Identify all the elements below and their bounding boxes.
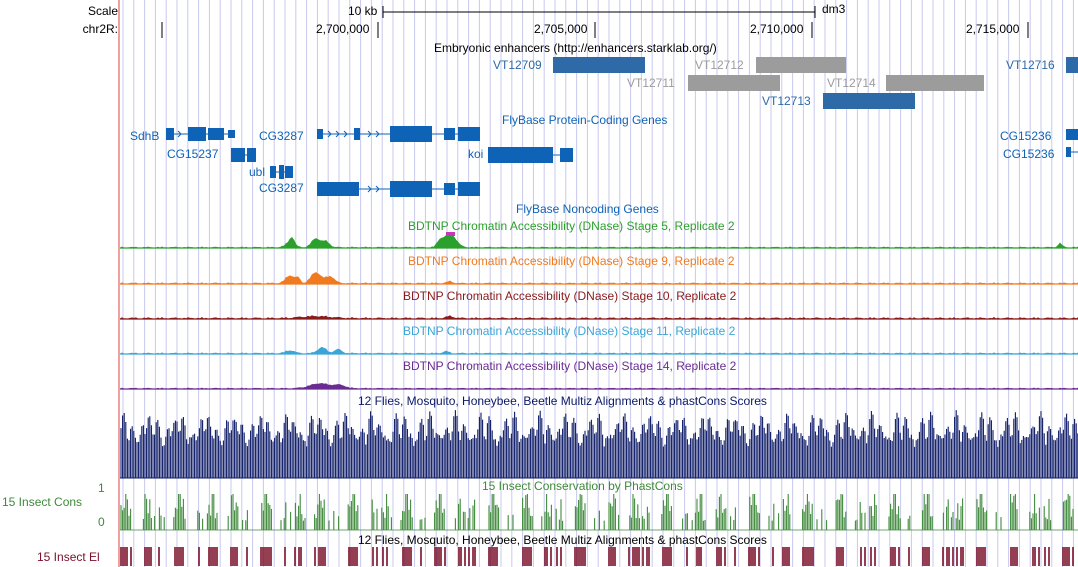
gene-exon bbox=[1066, 129, 1078, 140]
enhancer-feature bbox=[1066, 57, 1078, 73]
assembly-label: dm3 bbox=[822, 2, 846, 16]
dnase-track-title[interactable]: BDTNP Chromatin Accessibility (DNase) St… bbox=[403, 324, 736, 338]
gene-exon bbox=[488, 147, 553, 163]
multiz-track-title[interactable]: 12 Flies, Mosquito, Honeybee, Beetle Mul… bbox=[358, 394, 767, 408]
gene-exon bbox=[166, 128, 174, 140]
gene-exon bbox=[279, 165, 284, 179]
track-area[interactable]: 10 kb dm3 2,700,000 2,705,000 2,710,000 … bbox=[120, 0, 1078, 567]
track-graphics bbox=[120, 6, 1078, 566]
gene-exon bbox=[317, 182, 359, 196]
strand-arrow bbox=[375, 185, 380, 193]
enhancer-feature bbox=[756, 57, 846, 73]
gene-label[interactable]: koi bbox=[468, 147, 484, 161]
dnase-signal bbox=[120, 346, 1078, 355]
scale-label: Scale bbox=[87, 4, 118, 18]
enhancer-feature bbox=[886, 75, 984, 91]
enhancer-label[interactable]: VT12712 bbox=[695, 58, 744, 72]
dnase-track-title[interactable]: BDTNP Chromatin Accessibility (DNase) St… bbox=[408, 219, 735, 233]
gene-label[interactable]: CG3287 bbox=[259, 181, 304, 195]
strand-arrow bbox=[367, 185, 372, 193]
position-tick-4: 2,715,000 bbox=[966, 22, 1020, 36]
gene-exon bbox=[354, 128, 360, 140]
strand-arrow bbox=[343, 130, 348, 138]
noncoding-track-title[interactable]: FlyBase Noncoding Genes bbox=[516, 202, 659, 216]
dnase-signal bbox=[120, 383, 1078, 390]
enhancer-label[interactable]: VT12713 bbox=[762, 94, 811, 108]
gene-exon bbox=[270, 166, 276, 178]
strand-arrow bbox=[335, 130, 340, 138]
chrom-label: chr2R: bbox=[82, 22, 118, 36]
enhancer-feature bbox=[823, 93, 915, 109]
gene-exon bbox=[1066, 147, 1071, 157]
phastcons-track-title[interactable]: 15 Insect Conservation by PhastCons bbox=[482, 479, 683, 493]
el-track-label[interactable]: 15 Insect El bbox=[37, 550, 100, 564]
gene-exon bbox=[444, 183, 455, 195]
gene-exon bbox=[390, 181, 432, 197]
cons-max-label: 1 bbox=[98, 481, 105, 495]
gene-label[interactable]: ubl bbox=[249, 165, 266, 179]
gene-exon bbox=[247, 148, 256, 162]
gene-exon bbox=[188, 127, 206, 141]
dnase-clip-marker bbox=[446, 232, 455, 236]
gene-exon bbox=[228, 130, 235, 138]
enhancer-label[interactable]: VT12714 bbox=[827, 76, 876, 90]
enhancer-label[interactable]: VT12709 bbox=[493, 58, 542, 72]
cons-min-label: 0 bbox=[98, 515, 105, 529]
position-tick-3: 2,710,000 bbox=[750, 22, 804, 36]
enhancers-track-title[interactable]: Embryonic enhancers (http://enhancers.st… bbox=[434, 41, 717, 55]
gene-label[interactable]: CG15237 bbox=[167, 147, 219, 161]
cons-track-label[interactable]: 15 Insect Cons bbox=[2, 495, 83, 509]
strand-arrow bbox=[375, 130, 380, 138]
dnase-signal bbox=[120, 272, 1078, 285]
position-tick-2: 2,705,000 bbox=[534, 22, 588, 36]
gene-label[interactable]: SdhB bbox=[130, 129, 160, 143]
enhancer-label[interactable]: VT12716 bbox=[1006, 58, 1055, 72]
gene-exon bbox=[390, 126, 432, 142]
gene-label[interactable]: CG15236 bbox=[1000, 129, 1052, 143]
label-divider bbox=[118, 0, 120, 567]
gene-exon bbox=[231, 148, 245, 162]
dnase-track-title[interactable]: BDTNP Chromatin Accessibility (DNase) St… bbox=[403, 359, 737, 373]
multiz-bars bbox=[120, 410, 1078, 478]
dnase-signal bbox=[120, 232, 1078, 249]
gene-exon bbox=[444, 128, 455, 140]
scale-text: 10 kb bbox=[348, 4, 378, 18]
gene-exon bbox=[458, 182, 480, 196]
position-tick-1: 2,700,000 bbox=[316, 22, 370, 36]
genes-track-title[interactable]: FlyBase Protein-Coding Genes bbox=[502, 113, 668, 127]
strand-arrow bbox=[177, 130, 182, 138]
elements-track-title[interactable]: 12 Flies, Mosquito, Honeybee, Beetle Mul… bbox=[358, 533, 767, 547]
gene-label[interactable]: CG3287 bbox=[259, 129, 304, 143]
phastcons-bars bbox=[120, 494, 1074, 530]
enhancer-feature bbox=[553, 57, 645, 73]
gene-exon bbox=[560, 148, 573, 162]
track-label-column: Scale chr2R: 15 Insect Cons 1 0 15 Insec… bbox=[0, 0, 118, 567]
strand-arrow bbox=[327, 130, 332, 138]
gene-exon bbox=[458, 127, 480, 141]
strand-arrow bbox=[367, 130, 372, 138]
dnase-track-title[interactable]: BDTNP Chromatin Accessibility (DNase) St… bbox=[408, 254, 735, 268]
conserved-element-bars bbox=[120, 547, 1074, 566]
enhancer-label[interactable]: VT12711 bbox=[627, 76, 675, 90]
gene-exon bbox=[285, 166, 293, 178]
gene-label[interactable]: CG15236 bbox=[1003, 147, 1055, 161]
dnase-track-title[interactable]: BDTNP Chromatin Accessibility (DNase) St… bbox=[403, 289, 737, 303]
gene-exon bbox=[208, 128, 224, 140]
gene-exon bbox=[317, 129, 323, 139]
enhancer-feature bbox=[688, 75, 780, 91]
